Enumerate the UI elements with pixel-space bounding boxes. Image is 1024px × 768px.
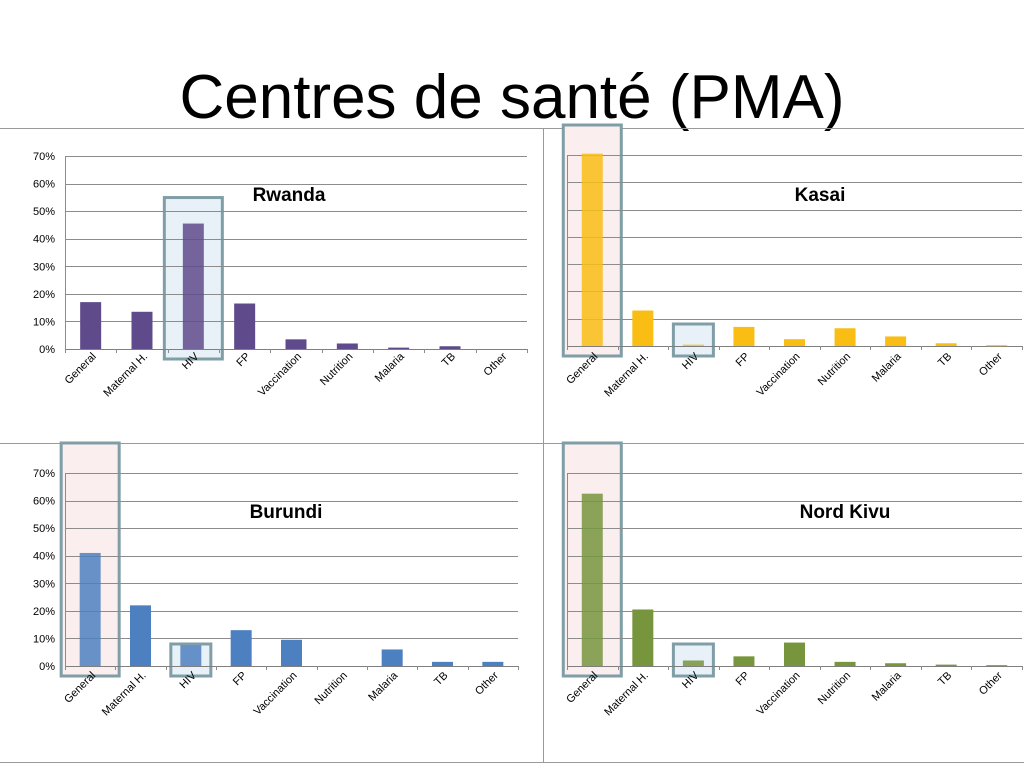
bar-hiv	[182, 223, 204, 349]
chart-panel-nord-kivu: General Maternal H. HIV FP Vaccination Nutrit…	[561, 441, 1023, 718]
bar-nutrition	[834, 328, 856, 346]
y-tick-label: 70%	[33, 151, 55, 163]
bar-fp	[234, 303, 256, 349]
bar-nutrition	[336, 343, 358, 349]
y-tick-label: 50%	[33, 206, 55, 218]
x-tick-label-vaccination: Vaccination	[256, 351, 304, 399]
x-tick-label-vaccination: Vaccination	[754, 351, 802, 399]
bar-fp	[733, 656, 755, 666]
bar-fp	[733, 326, 755, 346]
bar-other	[482, 661, 504, 666]
bar-tb	[935, 343, 957, 346]
bar-malaria	[885, 336, 907, 346]
chart-title-burundi: Burundi	[250, 502, 323, 523]
x-tick-label-malaria: Malaria	[870, 669, 905, 704]
bar-maternal-h	[632, 609, 654, 666]
x-tick-label-malaria: Malaria	[373, 350, 408, 385]
y-tick-label: 20%	[33, 606, 55, 618]
bar-vaccination	[784, 642, 805, 666]
bar-malaria	[388, 347, 410, 349]
bar-general	[581, 153, 603, 346]
x-tick-label-fp: FP	[734, 670, 752, 688]
y-tick-label: 40%	[33, 234, 55, 246]
bar-vaccination	[281, 639, 302, 666]
x-tick-label-fp: FP	[734, 351, 752, 369]
y-tick-label: 60%	[33, 179, 55, 191]
bar-maternal-h	[131, 311, 153, 349]
x-tick-label-nutrition: Nutrition	[313, 670, 350, 707]
x-tick-label-fp: FP	[231, 670, 249, 688]
bar-hiv	[682, 344, 704, 346]
chart-title-kasai: Kasai	[795, 185, 846, 206]
x-tick-label-tb: TB	[936, 670, 954, 688]
bar-maternal-h	[632, 310, 654, 346]
y-tick-label: 50%	[33, 523, 55, 535]
x-tick-label-other: Other	[482, 350, 510, 378]
y-tick-label: 70%	[33, 468, 55, 480]
bar-malaria	[885, 663, 907, 666]
bar-general	[80, 302, 102, 349]
y-tick-label: 30%	[33, 261, 55, 273]
highlight-box-hiv	[671, 642, 715, 678]
x-tick-label-malaria: Malaria	[870, 350, 905, 385]
chart-panel-burundi: 0%10%20%30%40%50%60%70%General Maternal H…	[33, 441, 519, 718]
x-tick-label-general: General	[63, 351, 99, 387]
chart-panel-rwanda: 0% 10% 20% 30% 40% 50% 60% 70% General Maternal H…	[33, 151, 528, 399]
y-tick-label: 60%	[33, 496, 55, 508]
bar-tb	[935, 664, 957, 666]
highlight-box-hiv	[671, 322, 715, 358]
x-tick-label-vaccination: Vaccination	[251, 670, 299, 718]
bar-other	[986, 665, 1008, 667]
y-tick-label: 0%	[39, 661, 55, 673]
x-tick-label-nutrition: Nutrition	[816, 670, 853, 707]
x-tick-label-other: Other	[977, 669, 1005, 697]
y-tick-label: 40%	[33, 551, 55, 563]
x-tick-label-nutrition: Nutrition	[318, 351, 355, 388]
y-tick-label: 30%	[33, 578, 55, 590]
bar-other	[986, 345, 1008, 347]
y-tick-label: 20%	[33, 289, 55, 301]
bar-tb	[432, 661, 453, 666]
x-tick-label-vaccination: Vaccination	[754, 670, 802, 718]
bar-maternal-h	[130, 605, 151, 666]
page-title: Centres de santé (PMA)	[179, 63, 845, 132]
bar-fp	[230, 630, 252, 666]
bar-general	[581, 493, 603, 666]
chart-title-nord-kivu: Nord Kivu	[800, 502, 891, 523]
bar-general	[79, 552, 101, 666]
y-tick-label: 0%	[39, 344, 55, 356]
x-tick-label-tb: TB	[440, 351, 458, 369]
x-tick-label-other: Other	[473, 669, 501, 697]
x-tick-label-nutrition: Nutrition	[816, 351, 853, 388]
x-tick-label-tb: TB	[936, 351, 954, 369]
x-tick-label-tb: TB	[432, 670, 450, 688]
bar-malaria	[381, 649, 403, 666]
chart-title-rwanda: Rwanda	[253, 185, 326, 206]
chart-panel-kasai: General Maternal H. HIV FP Vaccination Nutrit…	[561, 123, 1023, 400]
bar-vaccination	[784, 339, 805, 346]
x-tick-label-malaria: Malaria	[366, 669, 401, 704]
bar-hiv	[682, 660, 704, 666]
x-tick-label-other: Other	[977, 350, 1005, 378]
x-tick-label-maternal-h: Maternal H.	[602, 351, 651, 400]
bar-vaccination	[285, 339, 307, 349]
x-tick-label-fp: FP	[234, 351, 252, 369]
y-tick-label: 10%	[33, 316, 55, 328]
bar-hiv	[180, 645, 202, 666]
y-tick-label: 10%	[33, 633, 55, 645]
bar-tb	[439, 346, 461, 349]
bar-nutrition	[834, 661, 856, 666]
x-tick-label-maternal-h: Maternal H.	[101, 351, 150, 400]
